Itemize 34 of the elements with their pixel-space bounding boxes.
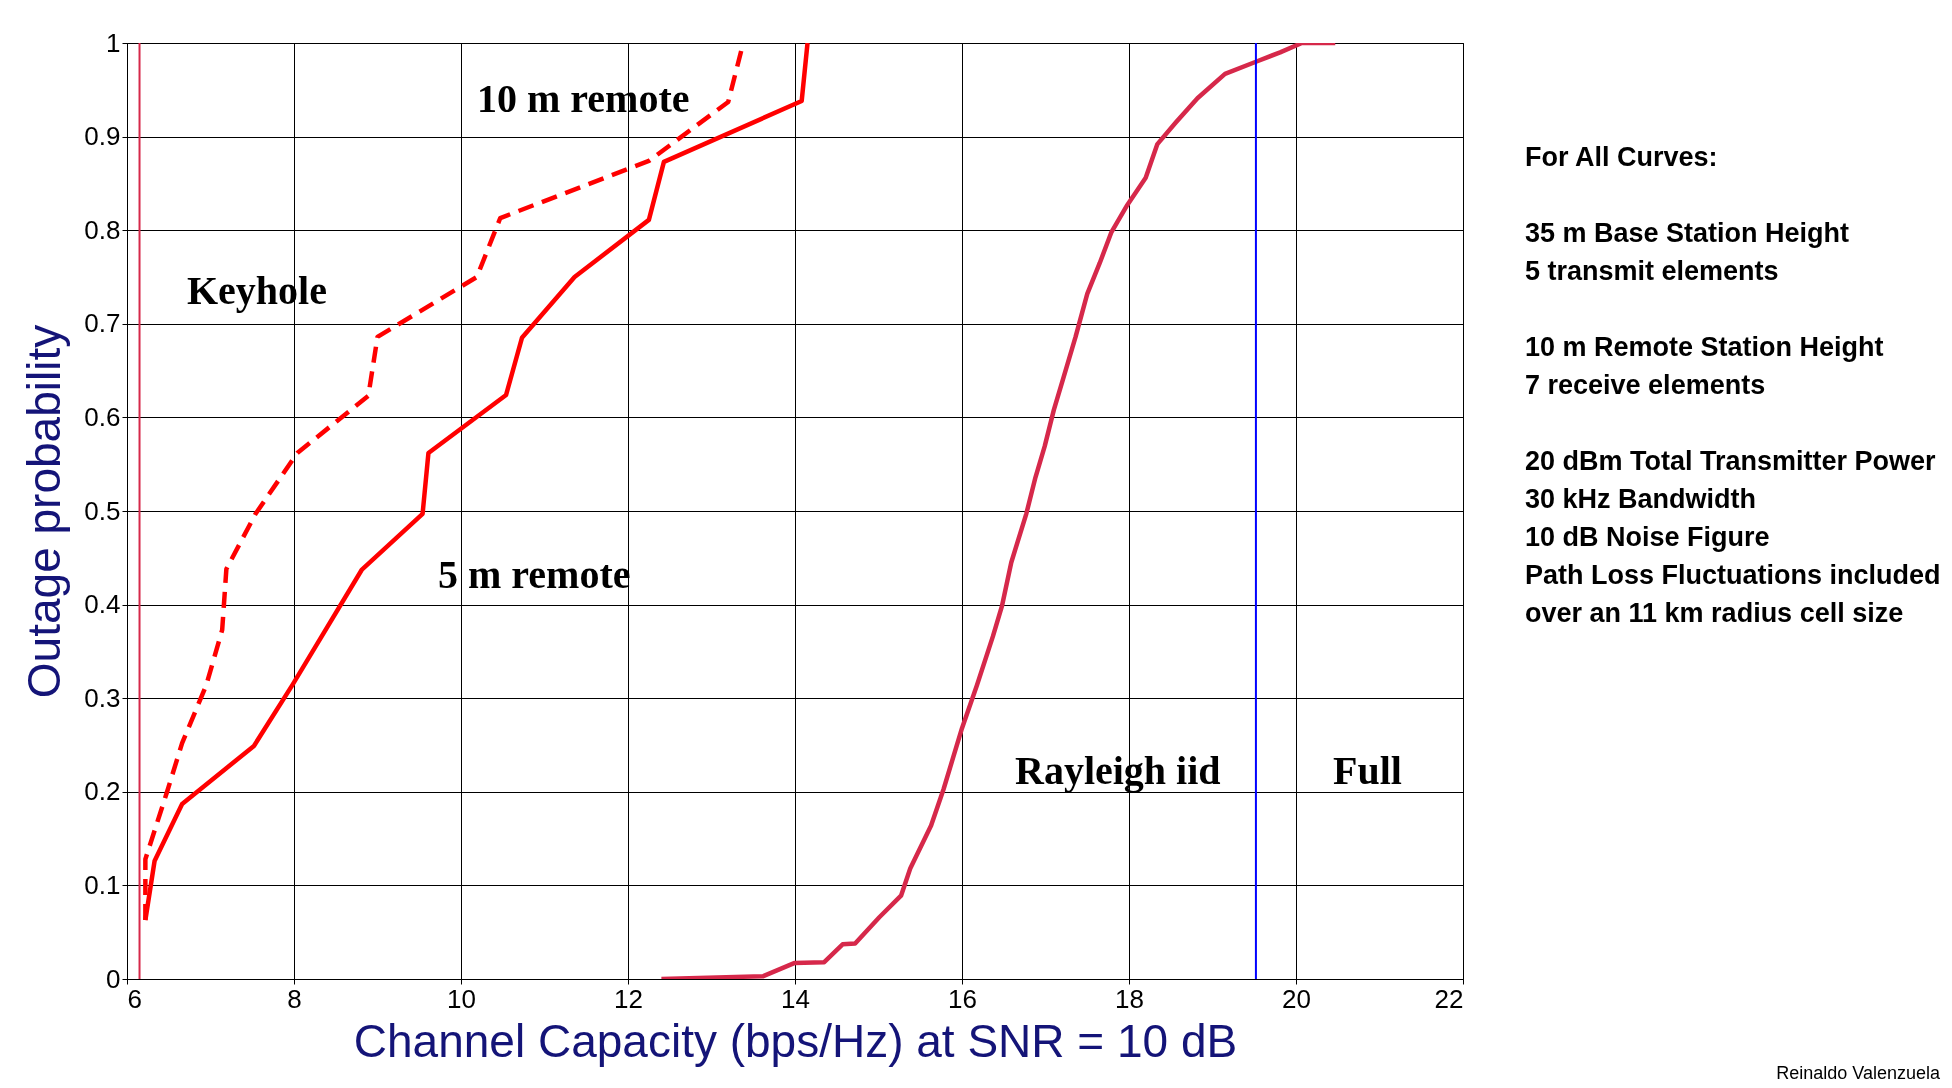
- text: Path Loss Fluctuations included: [1525, 559, 1941, 592]
- x-tick-label: 16: [948, 983, 977, 1014]
- y-tick-label: 0.5: [84, 495, 121, 526]
- x-tick-label: 10: [447, 983, 476, 1014]
- text: 10 m Remote Station Height: [1525, 331, 1885, 364]
- x-tick-label: 22: [1434, 983, 1464, 1014]
- text: over an 11 km radius cell size: [1525, 597, 1905, 630]
- y-tick-label: 0.7: [84, 308, 121, 339]
- y-tick-label: 0: [106, 963, 121, 994]
- y-tick-label: 0.1: [84, 869, 121, 900]
- text: 10 dB Noise Figure: [1525, 521, 1771, 554]
- x-tick-label: 14: [781, 983, 810, 1014]
- x-tick-label: 18: [1115, 983, 1144, 1014]
- y-tick-label: 1: [106, 27, 121, 58]
- y-axis-title: Outage probability: [18, 324, 71, 699]
- text: Reinaldo Valenzuela: [1776, 1063, 1940, 1084]
- y-tick-label: 0.6: [84, 401, 121, 432]
- x-tick-label: 6: [127, 983, 142, 1014]
- y-tick-label: 0.3: [84, 682, 121, 713]
- annotation: Full: [1333, 748, 1402, 793]
- text: For All Curves:: [1525, 141, 1719, 174]
- y-tick-label: 0.9: [84, 121, 121, 152]
- x-tick-label: 20: [1282, 983, 1311, 1014]
- text: 30 kHz Bandwidth: [1525, 483, 1758, 516]
- y-tick-label: 0.8: [84, 214, 121, 245]
- y-tick-label: 0.2: [84, 776, 121, 807]
- text: 20 dBm Total Transmitter Power: [1525, 445, 1937, 478]
- x-axis-title: Channel Capacity (bps/Hz) at SNR = 10 dB: [353, 1014, 1238, 1067]
- x-tick-label: 12: [614, 983, 643, 1014]
- text: 5 transmit elements: [1525, 255, 1780, 288]
- y-tick-label: 0.4: [84, 589, 121, 620]
- text: 7 receive elements: [1525, 369, 1767, 402]
- x-tick-label: 8: [287, 983, 302, 1014]
- text: 35 m Base Station Height: [1525, 217, 1851, 250]
